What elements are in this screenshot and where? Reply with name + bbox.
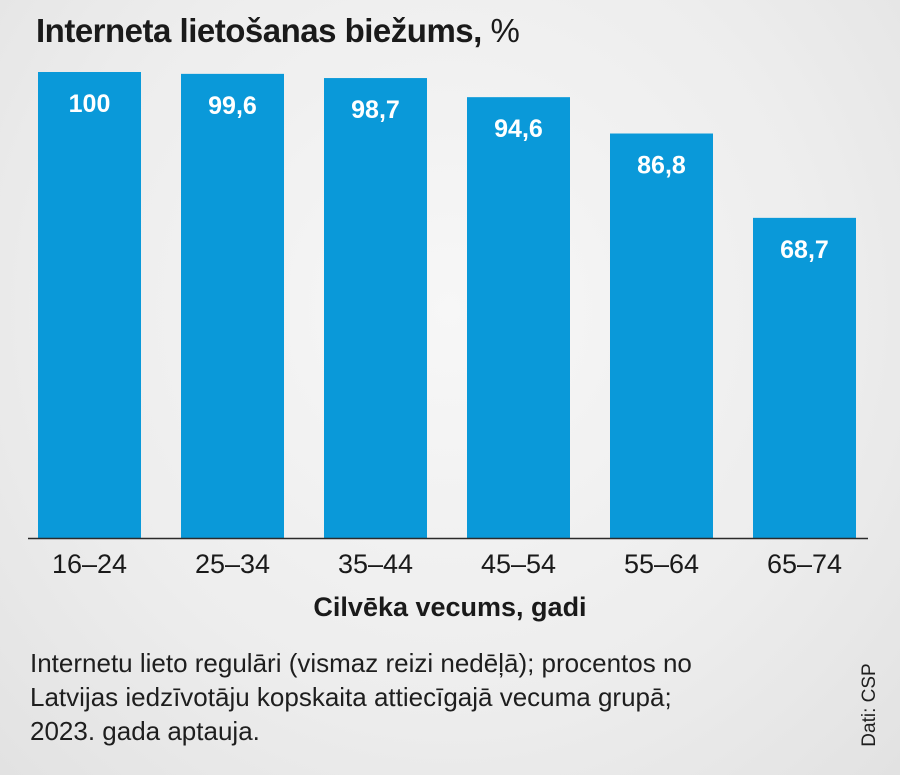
bar-16–24 xyxy=(38,72,141,538)
x-tick-label: 25–34 xyxy=(195,549,270,579)
chart-note: Internetu lieto regulāri (vismaz reizi n… xyxy=(30,646,840,748)
note-line-2: Latvijas iedzīvotāju kopskaita attiecīga… xyxy=(30,682,672,712)
bar-value-label: 100 xyxy=(69,90,111,118)
x-tick-label: 35–44 xyxy=(338,549,413,579)
bar-45–54 xyxy=(467,97,570,538)
x-tick-label: 55–64 xyxy=(624,549,699,579)
bar-value-label: 94,6 xyxy=(494,115,543,143)
x-tick-label: 65–74 xyxy=(767,549,842,579)
x-tick-label: 45–54 xyxy=(481,549,556,579)
bar-35–44 xyxy=(324,78,427,539)
x-axis-label: Cilvēka vecums, gadi xyxy=(313,592,587,622)
note-line-1: Internetu lieto regulāri (vismaz reizi n… xyxy=(30,648,692,678)
bar-value-label: 99,6 xyxy=(208,92,257,120)
chart-unit: % xyxy=(490,12,520,49)
bar-value-label: 68,7 xyxy=(780,236,829,264)
bar-value-label: 86,8 xyxy=(637,152,686,180)
bar-25–34 xyxy=(181,73,284,538)
bar-value-label: 98,7 xyxy=(351,96,400,124)
bar-chart: 100 16–24 99,6 25–34 98,7 35–44 94,6 45–54 86,8 5… xyxy=(28,72,868,579)
note-line-3: 2023. gada aptauja. xyxy=(30,716,260,746)
x-tick-label: 16–24 xyxy=(52,549,127,579)
chart-title: Interneta lietošanas biežums, % xyxy=(36,12,520,50)
bar-55–64 xyxy=(610,133,713,538)
bar-65–74 xyxy=(753,217,856,538)
chart-title-text: Interneta lietošanas biežums, xyxy=(36,12,482,49)
source-label: Dati: CSP xyxy=(859,663,880,747)
